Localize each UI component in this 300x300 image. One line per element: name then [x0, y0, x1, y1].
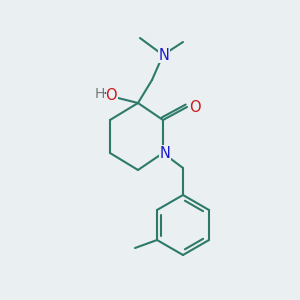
Text: N: N	[160, 146, 170, 160]
Text: ·: ·	[103, 88, 107, 103]
Text: N: N	[159, 47, 170, 62]
Text: H: H	[95, 87, 105, 101]
Text: O: O	[105, 88, 117, 103]
Text: O: O	[189, 100, 201, 115]
